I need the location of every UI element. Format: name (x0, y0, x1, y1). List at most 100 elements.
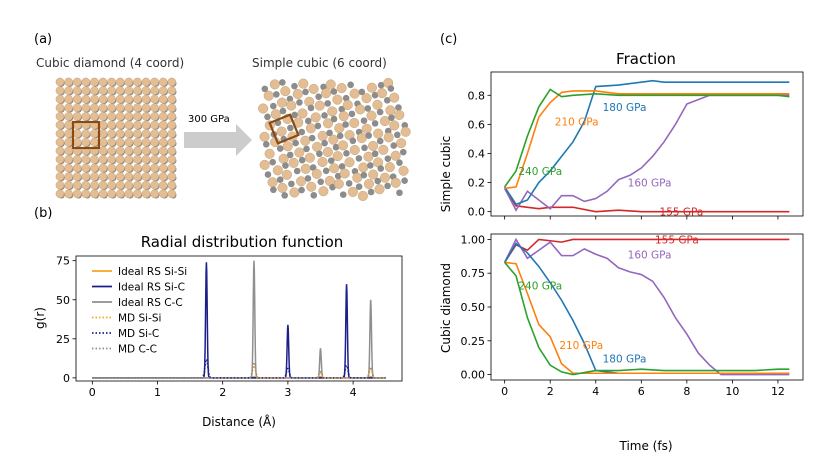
simple-cubic-series-210-gpa (504, 90, 790, 190)
silicon-atom (133, 163, 142, 173)
silicon-atom (329, 163, 340, 174)
silicon-atom (55, 163, 65, 173)
silicon-atom (55, 94, 65, 104)
silicon-atom (81, 86, 91, 95)
silicon-atom (107, 180, 116, 190)
cubic-diamond-series-180-gpa (503, 242, 790, 375)
silicon-atom (55, 172, 65, 181)
silicon-atom (141, 180, 151, 190)
silicon-atom (81, 137, 91, 147)
cubic-diamond-series-160-gpa (503, 237, 790, 376)
silicon-atom (107, 129, 116, 138)
pressure-arrow-label: 300 GPa (188, 114, 230, 125)
carbon-atom (339, 191, 347, 198)
rdf-xtick-label: 3 (284, 386, 291, 399)
simple-cubic-series-label: 240 GPa (518, 166, 562, 178)
silicon-atom (277, 182, 288, 193)
simple-cubic-series-155-gpa (503, 187, 790, 213)
silicon-atom (158, 163, 168, 173)
carbon-atom (316, 150, 323, 158)
silicon-atom (133, 86, 142, 95)
cubic-diamond-ytick-label: 0.00 (461, 369, 486, 382)
carbon-atom (347, 81, 354, 89)
silicon-atom (349, 145, 360, 156)
simple-cubic-series-label: 160 GPa (628, 178, 672, 190)
silicon-atom (167, 146, 177, 156)
silicon-atom (276, 97, 287, 108)
silicon-atom (267, 177, 278, 188)
carbon-atom (308, 134, 316, 142)
silicon-atom (286, 100, 297, 111)
silicon-atom (98, 172, 108, 181)
silicon-atom (115, 103, 125, 113)
silicon-atom (366, 82, 377, 93)
silicon-atom (115, 120, 125, 130)
silicon-atom (390, 150, 401, 161)
carbon-atom (304, 175, 312, 182)
carbon-atom (332, 143, 340, 151)
rdf-chart: Radial distribution function g(r) Distan… (33, 233, 403, 429)
carbon-atom (261, 85, 269, 93)
silicon-atom (115, 146, 125, 156)
carbon-atom (376, 137, 384, 145)
cubic-diamond-xtick-label: 12 (771, 385, 785, 398)
silicon-atom (124, 77, 134, 87)
carbon-atom (327, 157, 335, 164)
silicon-atom (259, 159, 270, 170)
cubic-diamond-caption: Cubic diamond (4 coord) (36, 56, 185, 70)
fraction-title: Fraction (616, 50, 676, 68)
cubic-diamond-series-label: 210 GPa (559, 340, 603, 352)
cubic-diamond-xtick-label: 4 (592, 385, 599, 398)
silicon-atom (339, 168, 350, 179)
carbon-atom (355, 155, 363, 162)
silicon-atom (158, 129, 168, 138)
cubic-diamond-series-155-gpa (503, 238, 790, 263)
time-xlabel: Time (fs) (618, 439, 672, 453)
panel-label-b: (b) (34, 206, 53, 221)
carbon-atom (269, 158, 276, 166)
silicon-atom (90, 137, 99, 147)
silicon-atom (141, 146, 151, 156)
silicon-atom (400, 126, 411, 137)
silicon-atom (124, 137, 134, 147)
silicon-atom (377, 88, 388, 99)
silicon-atom (90, 77, 99, 87)
silicon-atom (98, 94, 108, 104)
simple-cubic-ytick-label: 0.2 (468, 177, 486, 190)
silicon-atom (55, 103, 65, 113)
carbon-atom (314, 122, 322, 130)
carbon-atom (321, 112, 328, 119)
silicon-atom (55, 112, 65, 121)
silicon-atom (373, 128, 384, 139)
carbon-atom (288, 180, 295, 188)
silicon-atom (107, 189, 116, 199)
carbon-atom (396, 189, 403, 197)
carbon-atom (336, 132, 344, 140)
silicon-atom (72, 94, 82, 104)
silicon-atom (150, 112, 159, 121)
silicon-atom (107, 163, 116, 173)
silicon-atom (81, 94, 91, 104)
silicon-atom (107, 155, 116, 164)
silicon-atom (55, 137, 65, 147)
silicon-atom (115, 137, 125, 147)
silicon-atom (289, 187, 300, 198)
cubic-diamond-ytick-label: 0.25 (461, 335, 486, 348)
panel-label-c: (c) (440, 32, 458, 47)
simple-cubic-ytick-label: 0.4 (468, 147, 486, 160)
cubic-diamond-xtick-label: 0 (501, 385, 508, 398)
silicon-atom (124, 163, 134, 173)
silicon-atom (347, 186, 358, 197)
simple-cubic-series-label: 155 GPa (660, 207, 704, 219)
silicon-atom (158, 189, 168, 199)
silicon-atom (115, 172, 125, 181)
silicon-atom (158, 86, 168, 95)
silicon-atom (72, 163, 82, 173)
silicon-atom (72, 189, 82, 199)
cubic-diamond-series-label: 160 GPa (628, 249, 672, 261)
silicon-atom (107, 94, 116, 104)
silicon-atom (124, 103, 134, 113)
silicon-atom (98, 146, 108, 156)
silicon-atom (55, 189, 65, 199)
silicon-atom (64, 137, 73, 147)
